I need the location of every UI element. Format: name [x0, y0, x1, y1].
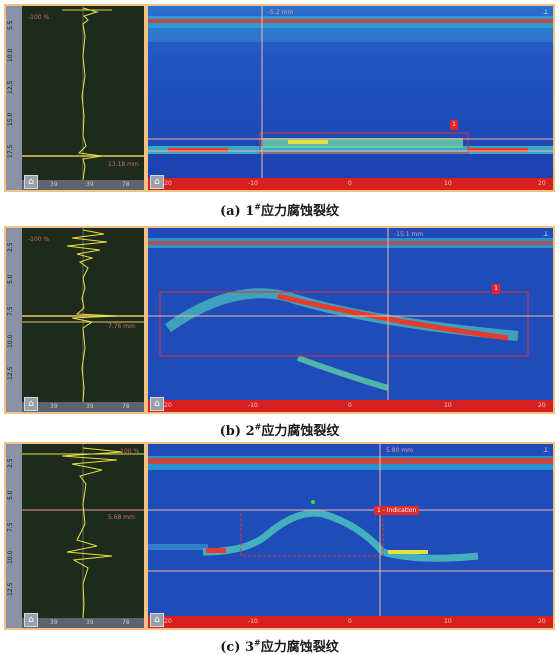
depth-readout: 13.18 mm [108, 161, 139, 168]
depth-tick: 5.5 [7, 20, 14, 30]
amplitude-label: -100 % [118, 448, 140, 455]
b-scan-axis: -20 -10 0 10 20 [148, 178, 553, 190]
corner-icon[interactable]: ⊥ [542, 230, 549, 238]
a-scan-axis: 39 39 78 [22, 402, 144, 412]
caption-sup: # [254, 201, 261, 212]
amplitude-label: -100 % [28, 14, 50, 21]
b-scan-axis: -20 -10 0 10 20 [148, 400, 553, 412]
home-icon[interactable]: ⌂ [150, 397, 164, 411]
depth-tick: 12.5 [7, 80, 14, 94]
depth-tick: 7.5 [7, 522, 14, 532]
amplitude-label: -100 % [28, 236, 50, 243]
home-icon[interactable]: ⌂ [24, 397, 38, 411]
axis-tick: 0 [348, 180, 352, 187]
caption-b: (b) 2#应力腐蚀裂纹 [0, 420, 559, 439]
caption-text: 应力腐蚀裂纹 [261, 424, 340, 439]
caption-prefix: (b) 2 [219, 424, 255, 439]
depth-tick: 5.0 [7, 490, 14, 500]
depth-tick: 12.5 [7, 582, 14, 596]
home-icon[interactable]: ⌂ [150, 175, 164, 189]
axis-tick: -10 [248, 402, 258, 409]
divider [144, 6, 148, 190]
cursor-readout: 5.80 mm [386, 447, 413, 454]
a-scan-axis: 39 39 78 [22, 618, 144, 628]
caption-c: (c) 3#应力腐蚀裂纹 [0, 636, 559, 655]
axis-tick: 20 [538, 180, 546, 187]
depth-tick: 10.0 [7, 550, 14, 564]
a-scan-waveform [22, 444, 144, 618]
caption-text: 应力腐蚀裂纹 [260, 204, 339, 219]
cursor-readout: -15.1 mm [394, 231, 424, 238]
a-scan-view[interactable]: -100 % 5.68 mm 39 39 78 ⌂ [22, 444, 144, 628]
axis-tick: -20 [162, 618, 172, 625]
panel-b: 2.5 5.0 7.5 10.0 12.5 -100 % 7.76 mm 39 … [4, 226, 555, 414]
axis-tick: 39 [50, 403, 58, 410]
axis-tick: 39 [86, 403, 94, 410]
depth-readout: 7.76 mm [108, 323, 135, 330]
axis-tick: 10 [444, 618, 452, 625]
b-scan-image [148, 444, 553, 616]
divider [144, 444, 148, 628]
axis-tick: 39 [86, 619, 94, 626]
depth-scale: 5.5 10.0 12.5 15.0 17.5 [6, 6, 22, 190]
panel-a: 5.5 10.0 12.5 15.0 17.5 -100 % 13.18 mm … [4, 4, 555, 192]
depth-scale: 2.5 5.0 7.5 10.0 12.5 [6, 228, 22, 412]
b-scan-image [148, 228, 553, 400]
axis-tick: 20 [538, 618, 546, 625]
axis-tick: 78 [122, 181, 130, 188]
indication-marker[interactable]: 1 [492, 284, 500, 294]
axis-tick: -20 [162, 402, 172, 409]
corner-icon[interactable]: ⊥ [542, 8, 549, 16]
axis-tick: -10 [248, 618, 258, 625]
axis-tick: 39 [50, 619, 58, 626]
panel-c: 2.5 5.0 7.5 10.0 12.5 -100 % 5.68 mm 39 … [4, 442, 555, 630]
depth-readout: 5.68 mm [108, 514, 135, 521]
home-icon[interactable]: ⌂ [24, 613, 38, 627]
axis-tick: 10 [444, 180, 452, 187]
b-scan-view[interactable]: -5.2 mm ⊥ 1 -20 -10 0 10 20 ⌂ [148, 6, 553, 190]
depth-tick: 2.5 [7, 242, 14, 252]
caption-prefix: (a) 1 [219, 204, 255, 219]
depth-tick: 2.5 [7, 458, 14, 468]
depth-tick: 10.0 [7, 48, 14, 62]
indication-label[interactable]: 1 - Indication [374, 506, 420, 515]
a-scan-view[interactable]: -100 % 13.18 mm 39 39 78 ⌂ [22, 6, 144, 190]
b-scan-axis: -20 -10 0 10 20 [148, 616, 553, 628]
depth-tick: 12.5 [7, 366, 14, 380]
caption-sup: # [254, 637, 261, 648]
cursor-readout: -5.2 mm [268, 9, 294, 16]
home-icon[interactable]: ⌂ [24, 175, 38, 189]
a-scan-view[interactable]: -100 % 7.76 mm 39 39 78 ⌂ [22, 228, 144, 412]
axis-tick: 39 [86, 181, 94, 188]
depth-scale: 2.5 5.0 7.5 10.0 12.5 [6, 444, 22, 628]
a-scan-axis: 39 39 78 [22, 180, 144, 190]
caption-text: 应力腐蚀裂纹 [260, 640, 339, 655]
home-icon[interactable]: ⌂ [150, 613, 164, 627]
axis-tick: 20 [538, 402, 546, 409]
divider [144, 228, 148, 412]
caption-sup: # [254, 421, 262, 432]
axis-tick: 78 [122, 619, 130, 626]
depth-tick: 17.5 [7, 144, 14, 158]
a-scan-waveform [22, 6, 144, 180]
axis-tick: -10 [248, 180, 258, 187]
axis-tick: 0 [348, 402, 352, 409]
depth-tick: 15.0 [7, 112, 14, 126]
axis-tick: 39 [50, 181, 58, 188]
axis-tick: 78 [122, 403, 130, 410]
b-scan-image [148, 6, 553, 178]
depth-tick: 7.5 [7, 306, 14, 316]
a-scan-waveform [22, 228, 144, 402]
corner-icon[interactable]: ⊥ [542, 446, 549, 454]
axis-tick: 10 [444, 402, 452, 409]
depth-tick: 10.0 [7, 334, 14, 348]
b-scan-view[interactable]: 5.80 mm ⊥ 1 - Indication -20 -10 0 10 20… [148, 444, 553, 628]
caption-a: (a) 1#应力腐蚀裂纹 [0, 200, 559, 219]
caption-prefix: (c) 3 [220, 640, 255, 655]
depth-tick: 5.0 [7, 274, 14, 284]
b-scan-view[interactable]: -15.1 mm ⊥ 1 -20 -10 0 10 20 ⌂ [148, 228, 553, 412]
indication-marker[interactable]: 1 [450, 120, 458, 130]
axis-tick: -20 [162, 180, 172, 187]
axis-tick: 0 [348, 618, 352, 625]
